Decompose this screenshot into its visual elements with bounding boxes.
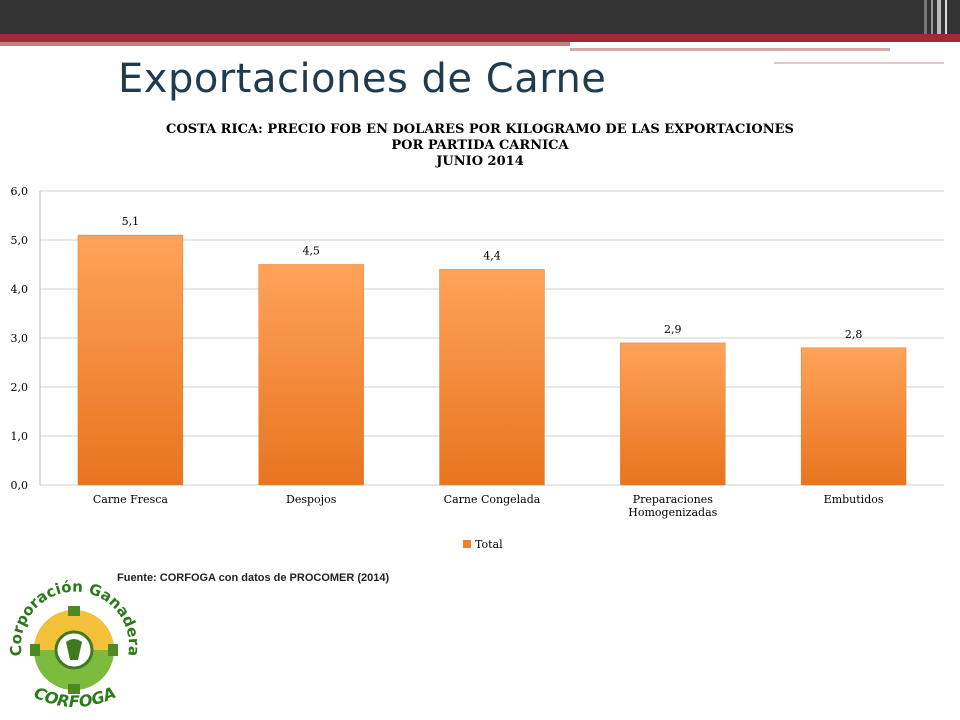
- y-tick-label: 2,0: [11, 381, 29, 394]
- data-label: 5,1: [122, 215, 140, 228]
- accent-stripe-light: [570, 48, 890, 51]
- bar: [439, 269, 545, 486]
- category-label: Preparaciones Homogenizadas: [628, 493, 717, 519]
- chart-title-line-3: JUNIO 2014: [436, 154, 524, 169]
- data-label: 2,9: [664, 323, 682, 336]
- y-tick-label: 6,0: [11, 185, 29, 198]
- bar-chart: 0,0 1,0 2,0 3,0 4,0 5,0 6,0 5,1 Carne Fresca 4,5…: [11, 185, 944, 551]
- y-tick-label: 0,0: [11, 479, 29, 492]
- chart-title-line-1: COSTA RICA: PRECIO FOB EN DOLARES POR KI…: [166, 122, 794, 137]
- bar: [800, 347, 907, 486]
- chart-title-line-2: POR PARTIDA CARNICA: [391, 138, 569, 153]
- corfoga-logo: Corporación Ganadera CORFOGA: [7, 578, 143, 711]
- category-label: Carne Fresca: [93, 493, 169, 506]
- bar: [620, 342, 726, 486]
- top-banner: [0, 0, 960, 34]
- category-label: Carne Congelada: [444, 493, 541, 506]
- y-tick-label: 3,0: [11, 332, 29, 345]
- chart-title: COSTA RICA: PRECIO FOB EN DOLARES POR KI…: [0, 122, 960, 170]
- data-label: 4,5: [302, 245, 320, 258]
- accent-stripe-faint: [774, 62, 944, 64]
- bar: [258, 264, 364, 486]
- accent-stripe-pink: [0, 42, 570, 46]
- slide-title: Exportaciones de Carne: [118, 56, 607, 102]
- legend-label: Total: [475, 538, 503, 551]
- banner-stripes: [924, 0, 947, 34]
- bar: [77, 234, 184, 486]
- y-tick-label: 1,0: [11, 430, 29, 443]
- data-label: 4,4: [483, 249, 501, 262]
- legend-swatch: [463, 540, 471, 548]
- category-label: Embutidos: [824, 493, 884, 506]
- source-note: Fuente: CORFOGA con datos de PROCOMER (2…: [117, 572, 390, 584]
- data-label: 2,8: [845, 328, 863, 341]
- accent-stripe-red: [0, 34, 960, 42]
- y-tick-label: 5,0: [11, 234, 29, 247]
- category-label: Despojos: [286, 493, 337, 506]
- y-tick-label: 4,0: [11, 283, 29, 296]
